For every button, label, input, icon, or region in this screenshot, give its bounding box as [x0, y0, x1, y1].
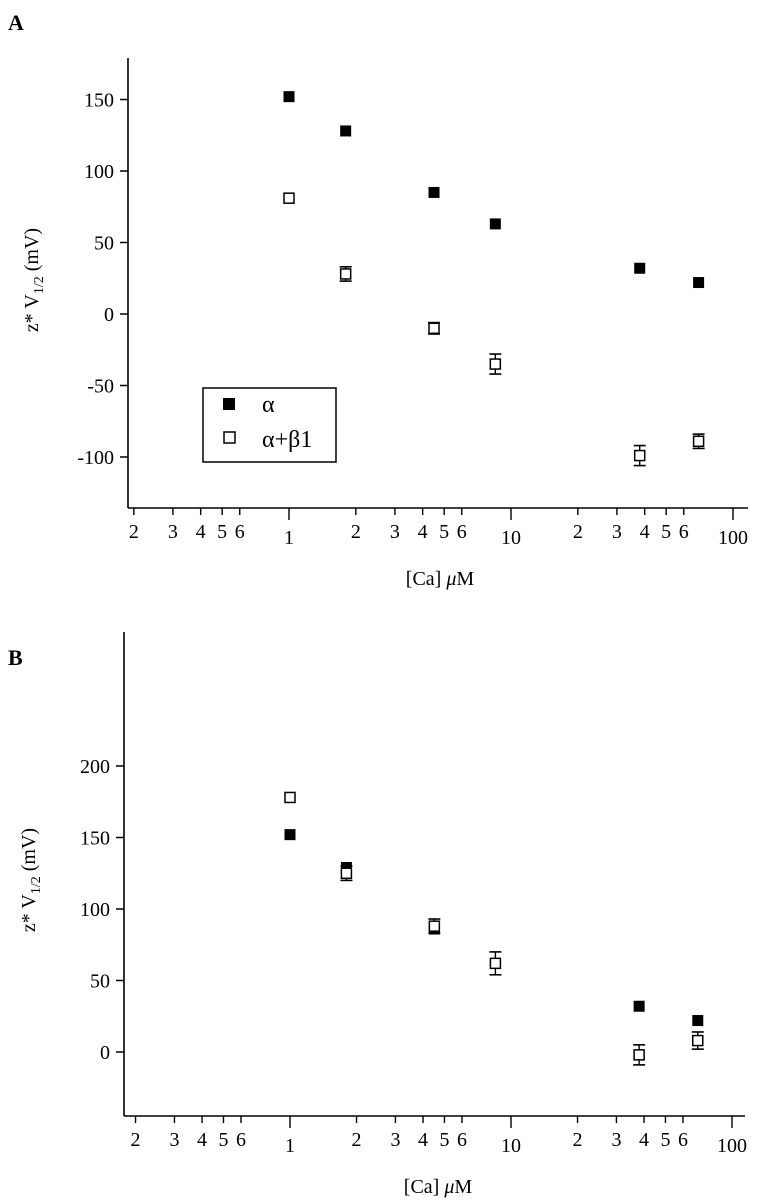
data-point-alpha-beta1: [633, 1049, 645, 1061]
data-point-alpha-beta1: [283, 192, 295, 204]
data-point-alpha: [692, 1015, 704, 1027]
panel-a-y-tick-label: 150: [84, 90, 114, 112]
panel-a-data-marks: [283, 91, 705, 467]
data-point-alpha: [283, 91, 295, 103]
panel-b-y-tick-label: 50: [90, 971, 110, 993]
panel-b-y-ticks: 200 150 100 50 0: [80, 756, 124, 1064]
panel-b-x-tick-label: 4: [197, 1129, 207, 1151]
panel-b-y-tick-label: 100: [80, 899, 110, 921]
panel-b-x-tick-label: 4: [639, 1129, 649, 1151]
data-point-alpha-beta1: [428, 920, 441, 932]
data-point-alpha: [693, 277, 705, 289]
panel-a-x-tick-label: 4: [196, 521, 206, 543]
panel-b-x-tick-label: 5: [439, 1129, 449, 1151]
panel-a-y-ticks: 150 100 50 0 -50 -100: [77, 90, 128, 469]
data-point-alpha: [633, 1000, 645, 1012]
panel-b-x-tick-label: 5: [218, 1129, 228, 1151]
panel-b-x-tick-label: 4: [418, 1129, 428, 1151]
data-point-alpha: [489, 218, 501, 230]
panel-a-x-tick-label: 6: [457, 521, 467, 543]
legend-entry-alpha: α: [262, 392, 275, 418]
data-point-alpha-beta1: [692, 435, 705, 448]
legend-filled-square-icon: [223, 398, 235, 410]
panel-b-x-tick-label: 2: [352, 1129, 362, 1151]
data-point-alpha-beta1: [284, 791, 296, 804]
legend-open-square-icon: [223, 431, 236, 444]
data-point-alpha: [340, 125, 352, 137]
panel-b-x-tick-label: 2: [573, 1129, 583, 1151]
data-point-alpha-beta1: [489, 358, 502, 370]
panel-b-x-tick-label: 6: [678, 1129, 688, 1151]
panel-a-x-tick-label: 2: [129, 521, 139, 543]
panel-b-y-tick-label: 0: [100, 1042, 110, 1064]
data-point-alpha-beta1: [340, 867, 353, 879]
data-point-alpha-beta1: [428, 322, 440, 335]
panel-b-data-marks: [284, 791, 704, 1066]
panel-a-x-ticks: 2 3 4 5 6 1 2 3 4 5 6 10 2 3 4 5 6 100: [129, 508, 748, 549]
panel-b-x-tick-label: 3: [169, 1129, 179, 1151]
panel-a-x-tick-label: 5: [217, 521, 227, 543]
data-point-alpha: [284, 829, 296, 841]
panel-b-x-tick-label: 100: [717, 1135, 747, 1157]
panel-a-letter: A: [8, 10, 24, 35]
panel-b-x-tick-label: 3: [390, 1129, 400, 1151]
panel-b-x-tick-label: 10: [501, 1135, 521, 1157]
legend-entry-alpha-beta1: α+β1: [262, 427, 312, 453]
panel-a-x-tick-label: 10: [501, 527, 521, 549]
data-point-alpha: [634, 262, 646, 274]
panel-b-x-tick-label: 6: [236, 1129, 246, 1151]
panel-a-legend: α α+β1: [202, 387, 337, 463]
panel-a-x-tick-label: 3: [390, 521, 400, 543]
panel-a-x-tick-label: 4: [640, 521, 650, 543]
panel-a-y-axis-label: z* V1/2 (mV): [21, 228, 47, 332]
panel-a-x-tick-label: 3: [168, 521, 178, 543]
panel-a-x-tick-label: 2: [573, 521, 583, 543]
panel-b-y-tick-label: 200: [80, 756, 110, 778]
panel-a-x-axis-label: [Ca] μM: [406, 568, 475, 590]
panel-a-x-tick-label: 3: [612, 521, 622, 543]
data-point-alpha-beta1: [692, 1034, 704, 1047]
data-point-alpha-beta1: [339, 268, 352, 280]
data-point-alpha-beta1: [489, 957, 502, 970]
panel-b-x-tick-label: 2: [131, 1129, 141, 1151]
data-point-alpha: [428, 186, 440, 198]
panel-b-y-axis-label: z* V1/2 (mV): [18, 828, 44, 932]
panel-b-x-axis-label: [Ca] μM: [404, 1176, 473, 1198]
panel-b-x-ticks: 2 3 4 5 6 1 2 3 4 5 6 10 2 3 4 5 6 100: [131, 1116, 747, 1157]
panel-b-letter: B: [8, 645, 23, 670]
panel-a-x-tick-label: 100: [718, 527, 748, 549]
panel-a-x-tick-label: 2: [351, 521, 361, 543]
panel-b-x-tick-label: 5: [660, 1129, 670, 1151]
panel-a-x-tick-label: 5: [439, 521, 449, 543]
panel-a-y-tick-label: 100: [84, 161, 114, 183]
panel-a-y-tick-label: -100: [77, 447, 114, 469]
panel-a-y-tick-label: -50: [87, 376, 114, 398]
panel-a-x-tick-label: 1: [284, 527, 294, 549]
panel-a-y-tick-label: 0: [104, 304, 114, 326]
panel-a-x-tick-label: 5: [661, 521, 671, 543]
panel-b-x-tick-label: 3: [611, 1129, 621, 1151]
panel-a-y-tick-label: 50: [94, 233, 114, 255]
panel-b-x-tick-label: 1: [285, 1135, 295, 1157]
panel-b-y-tick-label: 150: [80, 828, 110, 850]
panel-a-x-tick-label: 6: [679, 521, 689, 543]
data-point-alpha-beta1: [633, 449, 646, 462]
panel-b-x-tick-label: 6: [457, 1129, 467, 1151]
panel-a-x-tick-label: 4: [418, 521, 428, 543]
panel-a-x-tick-label: 6: [235, 521, 245, 543]
